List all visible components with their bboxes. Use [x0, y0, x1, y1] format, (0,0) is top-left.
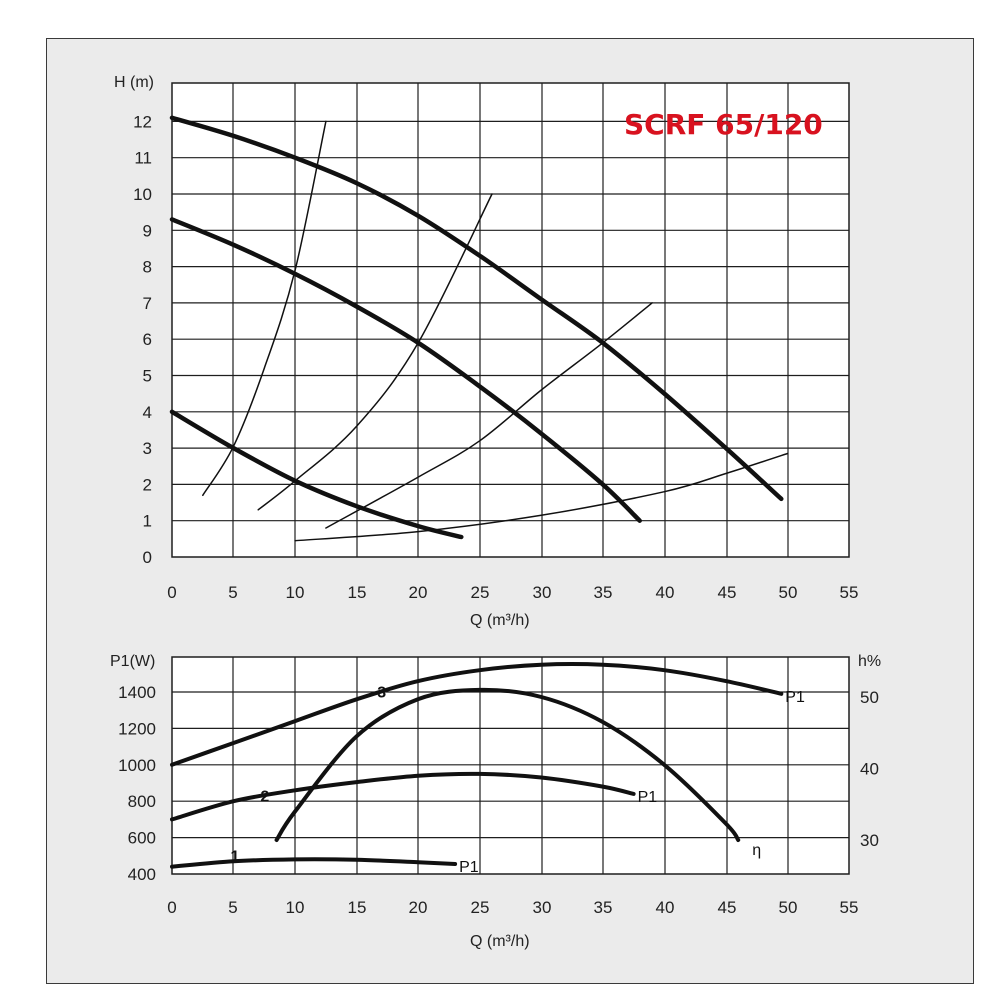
- chart1-y-tick: 2: [143, 475, 152, 494]
- chart1-x-tick: 25: [471, 583, 490, 602]
- chart1-x-tick: 50: [779, 583, 798, 602]
- chart2-x-tick: 0: [167, 898, 176, 917]
- efficiency-curve: [274, 687, 741, 842]
- power-curve-3: [170, 662, 784, 767]
- model-title: SCRF 65/120: [624, 108, 823, 141]
- series-label-3: 3: [377, 685, 386, 702]
- chart1-ylabel: H (m): [114, 74, 154, 91]
- chart2-y-tick: 600: [128, 829, 156, 848]
- system-curve-1: [202, 120, 327, 497]
- chart1-y-tick: 4: [143, 403, 152, 422]
- power-end-label-3: P1: [785, 689, 805, 706]
- chart1-y-tick: 8: [143, 258, 152, 277]
- chart2-x-tick: 25: [471, 898, 490, 917]
- chart2-y-tick: 1200: [118, 719, 156, 738]
- chart2-y-tick: 800: [128, 792, 156, 811]
- chart1-y-tick: 6: [143, 330, 152, 349]
- efficiency-end-label: η: [752, 842, 761, 859]
- chart2-y2-tick: 30: [860, 831, 879, 850]
- chart2-x-tick: 15: [348, 898, 367, 917]
- chart2-x-tick: 5: [228, 898, 237, 917]
- series-label-1: 1: [231, 848, 240, 865]
- system-curve-4: [294, 452, 789, 542]
- chart2-y2label: h%: [858, 653, 881, 670]
- chart1-x-tick: 45: [718, 583, 737, 602]
- chart2-y2-tick: 40: [860, 760, 879, 779]
- system-curve-3: [325, 302, 653, 529]
- power-curve-2: [170, 771, 636, 822]
- chart1-y-tick: 5: [143, 367, 152, 386]
- chart1-x-tick: 30: [533, 583, 552, 602]
- power-curve-1: [170, 857, 458, 869]
- power-end-label-2: P1: [638, 789, 658, 806]
- chart1-xlabel: Q (m³/h): [470, 612, 530, 629]
- chart2-x-tick: 50: [779, 898, 798, 917]
- chart1-y-tick: 9: [143, 221, 152, 240]
- chart1-y-tick: 1: [143, 512, 152, 531]
- pump-curve-1: [169, 115, 784, 502]
- chart1-x-tick: 5: [228, 583, 237, 602]
- chart1-y-tick: 7: [143, 294, 152, 313]
- chart1-y-tick: 3: [143, 439, 152, 458]
- power-end-label-1: P1: [459, 859, 479, 876]
- chart1-x-tick: 40: [656, 583, 675, 602]
- pump-curve-3: [169, 409, 464, 540]
- chart1-x-tick: 35: [594, 583, 613, 602]
- chart2-x-tick: 45: [718, 898, 737, 917]
- chart2-x-tick: 30: [533, 898, 552, 917]
- chart2-y-tick: 1400: [118, 683, 156, 702]
- chart2-x-tick: 10: [286, 898, 305, 917]
- chart2-ylabel: P1(W): [110, 653, 155, 670]
- series-label-2: 2: [260, 789, 269, 806]
- chart2-x-tick: 55: [840, 898, 859, 917]
- chart1-x-tick: 10: [286, 583, 305, 602]
- chart2-x-tick: 20: [409, 898, 428, 917]
- chart1-y-tick: 11: [134, 149, 152, 168]
- chart2-y2-tick: 50: [860, 688, 879, 707]
- chart1-y-tick: 0: [143, 548, 152, 567]
- chart2-x-tick: 35: [594, 898, 613, 917]
- chart2-xlabel: Q (m³/h): [470, 933, 530, 950]
- chart1-x-tick: 55: [840, 583, 859, 602]
- chart1-x-tick: 0: [167, 583, 176, 602]
- chart1-x-tick: 20: [409, 583, 428, 602]
- chart2-y-tick: 400: [128, 865, 156, 884]
- chart2-x-tick: 40: [656, 898, 675, 917]
- chart1-y-tick: 12: [133, 112, 152, 131]
- chart2-y-tick: 1000: [118, 756, 156, 775]
- system-curve-2: [257, 193, 493, 511]
- chart1-plot-area: [171, 82, 850, 558]
- chart1-y-tick: 10: [133, 185, 152, 204]
- chart1-x-tick: 15: [348, 583, 367, 602]
